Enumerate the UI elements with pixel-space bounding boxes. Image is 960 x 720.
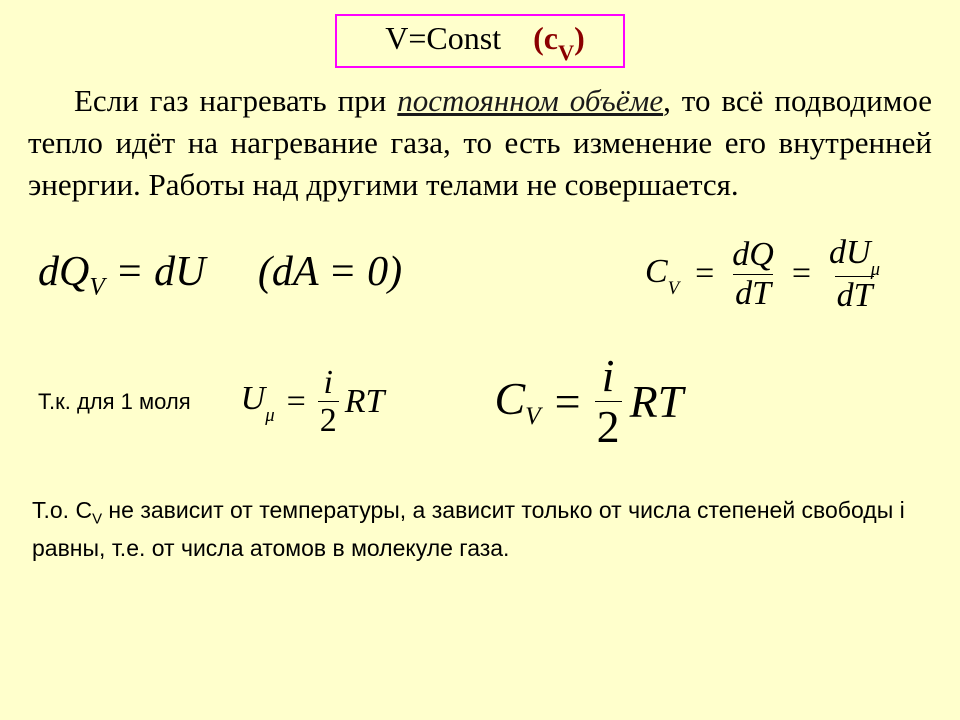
header-paren-open: (c <box>533 20 558 56</box>
eq-C: C <box>645 253 668 290</box>
mid-frac-num: i <box>322 364 335 401</box>
frac2-mu: μ <box>871 259 880 280</box>
eq-sign-1: = <box>695 255 714 293</box>
equation-big: CV = i 2 RT <box>494 351 683 453</box>
frac-dU-dT: dUμ dT <box>827 234 882 315</box>
frac2-dU: dU <box>829 234 871 271</box>
paragraph-underline: постоянном объёме <box>397 83 663 118</box>
equation-right: CV = dQ dT = dUμ dT <box>645 234 912 315</box>
footer-pre: Т.о. С <box>32 497 92 523</box>
eq-equals-dU: = dU <box>105 249 206 295</box>
mid-RT: RT <box>345 383 385 421</box>
eq-U-mu: μ <box>265 405 274 426</box>
equation-row-1: dQV = dU (dA = 0) CV = dQ dT = dUμ dT <box>28 234 932 315</box>
mole-label: Т.к. для 1 моля <box>38 389 191 415</box>
equation-mid: Uμ = i 2 RT <box>241 364 385 440</box>
header-paren-close: ) <box>574 20 585 56</box>
frac2-den: dT <box>835 276 875 314</box>
eq-sign-4: = <box>555 375 581 428</box>
big-frac-den: 2 <box>595 401 622 453</box>
mid-frac-den: 2 <box>318 401 339 439</box>
big-C: C <box>494 373 525 424</box>
eq-C-sub: V <box>668 278 679 299</box>
big-C-sub: V <box>525 402 540 430</box>
eq-dQ: dQ <box>38 249 89 295</box>
big-RT: RT <box>630 375 684 428</box>
frac2-num: dUμ <box>827 234 882 276</box>
header-box: V=Const (cV) <box>335 14 625 68</box>
main-paragraph: Если газ нагревать при постоянном объёме… <box>28 80 932 206</box>
eq-dA-zero: (dA = 0) <box>258 249 402 295</box>
eq-dQ-sub: V <box>89 273 104 300</box>
footer-sub: V <box>92 510 102 527</box>
paragraph-pre: Если газ нагревать при <box>74 83 397 118</box>
header-row: V=Const (cV) <box>28 14 932 68</box>
header-sub-v: V <box>558 40 574 65</box>
frac1-num: dQ <box>730 236 776 273</box>
big-frac-num: i <box>600 351 617 402</box>
footer-text: Т.о. СV не зависит от температуры, а зав… <box>28 493 932 566</box>
frac-i-2-big: i 2 <box>595 351 622 453</box>
eq-sign-3: = <box>287 383 306 421</box>
eq-sign-2: = <box>792 255 811 293</box>
frac1-den: dT <box>733 274 773 312</box>
equation-row-2: Т.к. для 1 моля Uμ = i 2 RT CV = i 2 RT <box>28 351 932 453</box>
equation-left: dQV = dU (dA = 0) <box>38 248 402 301</box>
header-right: (cV) <box>533 20 585 56</box>
eq-U: U <box>241 380 266 417</box>
frac-i-2-mid: i 2 <box>318 364 339 440</box>
header-left: V=Const <box>385 20 501 56</box>
frac-dQ-dT: dQ dT <box>730 236 776 312</box>
footer-post: не зависит от температуры, а зависит тол… <box>32 497 905 561</box>
